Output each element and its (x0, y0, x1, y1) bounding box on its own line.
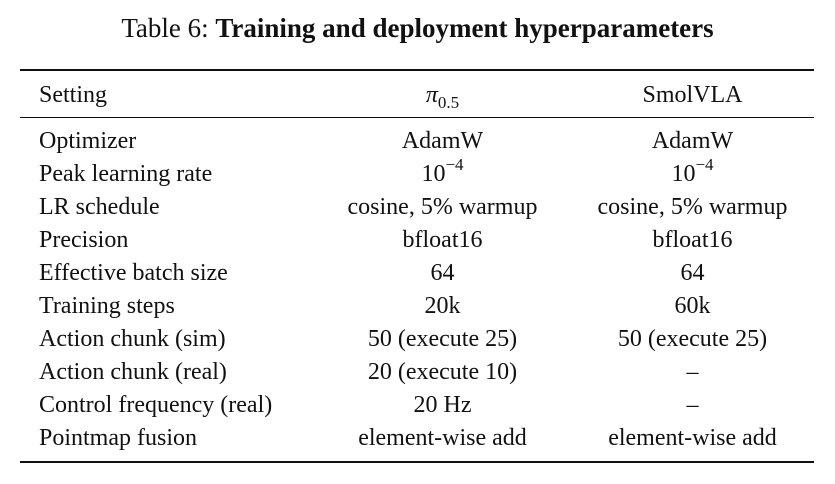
cell-pi05: AdamW (401, 128, 484, 154)
table-header-rule (20, 117, 814, 118)
cell-pi05: 10−4 (320, 155, 565, 191)
table-row: Training steps 20k 60k (20, 290, 814, 323)
table-row: Optimizer AdamW AdamW (20, 125, 814, 158)
cell-smolvla: cosine, 5% warmup (597, 194, 788, 220)
cell-smolvla-exponent: −4 (695, 155, 714, 174)
cell-setting: Action chunk (real) (39, 359, 227, 385)
cell-smolvla: 64 (680, 260, 705, 286)
table-row: Effective batch size 64 64 (20, 257, 814, 290)
table-title: Training and deployment hyperparameters (215, 13, 714, 43)
cell-setting: LR schedule (39, 194, 160, 220)
table-row: Pointmap fusion element-wise add element-w… (20, 422, 814, 455)
cell-setting: Control frequency (real) (39, 392, 273, 418)
table-top-rule (20, 69, 814, 71)
cell-setting: Action chunk (sim) (39, 326, 226, 352)
table-header-row: Setting π0.5 SmolVLA (20, 79, 814, 112)
cell-setting: Pointmap fusion (39, 425, 198, 451)
cell-smolvla: 10−4 (570, 155, 815, 191)
cell-pi05: bfloat16 (402, 227, 483, 253)
cell-smolvla-base: 10 (671, 161, 696, 187)
cell-smolvla: bfloat16 (652, 227, 733, 253)
cell-setting: Training steps (39, 293, 175, 319)
cell-setting: Peak learning rate (39, 161, 213, 187)
cell-pi05: element-wise add (358, 425, 527, 451)
table-number: Table 6: (121, 13, 209, 43)
table-row: Control frequency (real) 20 Hz – (20, 389, 814, 422)
cell-pi05: cosine, 5% warmup (347, 194, 538, 220)
cell-smolvla: element-wise add (608, 425, 777, 451)
table-caption: Table 6: Training and deployment hyperpa… (0, 10, 835, 46)
cell-smolvla: AdamW (651, 128, 734, 154)
table-row: Action chunk (sim) 50 (execute 25) 50 (exe… (20, 323, 814, 356)
table-bottom-rule (20, 461, 814, 463)
cell-setting: Effective batch size (39, 260, 228, 286)
cell-setting: Precision (39, 227, 129, 253)
header-smolvla: SmolVLA (642, 82, 743, 108)
cell-pi05: 20 (execute 10) (367, 359, 518, 385)
cell-pi05: 20 Hz (413, 392, 472, 418)
table-row: Precision bfloat16 bfloat16 (20, 224, 814, 257)
cell-smolvla: 50 (execute 25) (617, 326, 768, 352)
table-row: LR schedule cosine, 5% warmup cosine, 5% w… (20, 191, 814, 224)
cell-pi05: 20k (424, 293, 461, 319)
cell-smolvla: – (686, 392, 699, 418)
table-row: Action chunk (real) 20 (execute 10) – (20, 356, 814, 389)
table-row: Peak learning rate 10−4 10−4 (20, 155, 815, 191)
cell-pi05: 64 (430, 260, 455, 286)
cell-pi05-base: 10 (421, 161, 446, 187)
cell-setting: Optimizer (39, 128, 137, 154)
header-pi05: π0.5 (320, 79, 565, 113)
header-pi-symbol: π (425, 82, 438, 108)
cell-pi05: 50 (execute 25) (367, 326, 518, 352)
cell-smolvla: 60k (674, 293, 711, 319)
header-setting: Setting (39, 82, 108, 108)
header-pi-subscript: 0.5 (437, 93, 460, 112)
cell-smolvla: – (686, 359, 699, 385)
cell-pi05-exponent: −4 (445, 155, 464, 174)
